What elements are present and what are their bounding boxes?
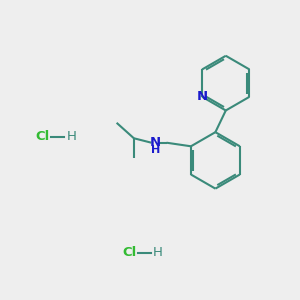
Text: Cl: Cl (122, 246, 136, 259)
Text: H: H (66, 130, 76, 143)
Text: N: N (150, 136, 161, 149)
Text: N: N (196, 90, 208, 103)
Text: H: H (152, 246, 162, 259)
Text: Cl: Cl (36, 130, 50, 143)
Text: H: H (151, 145, 160, 154)
